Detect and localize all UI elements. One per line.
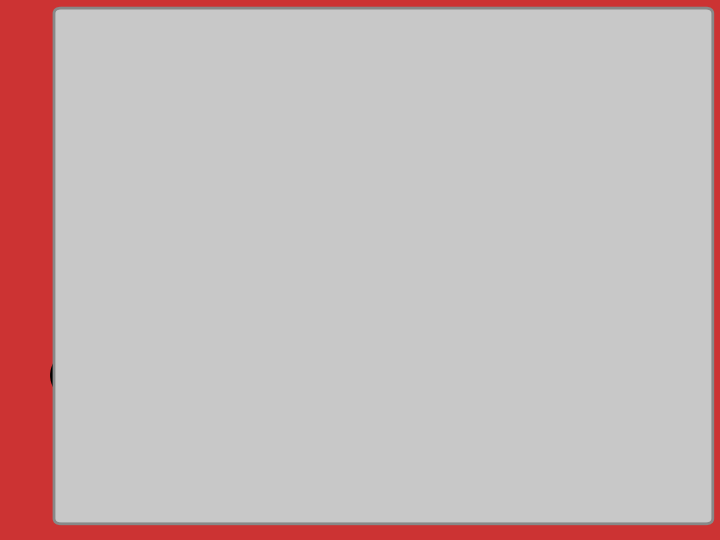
Text: •: •	[119, 108, 135, 136]
Text: •: •	[119, 267, 135, 295]
Text: aa200: aa200	[626, 474, 677, 492]
FancyBboxPatch shape	[66, 442, 121, 482]
Text: primary structure: primary structure	[293, 159, 521, 181]
Text: bonded: bonded	[386, 267, 480, 287]
Text: aa2: aa2	[78, 366, 109, 384]
Circle shape	[52, 344, 135, 407]
Polygon shape	[408, 347, 477, 373]
Polygon shape	[607, 444, 696, 522]
Text: synthesis is a: synthesis is a	[155, 159, 356, 179]
Polygon shape	[161, 328, 264, 397]
Polygon shape	[304, 342, 380, 415]
Text: together by peptide bonds: together by peptide bonds	[155, 319, 489, 339]
Text: A: A	[155, 267, 181, 287]
Text: The end products of protein: The end products of protein	[155, 108, 516, 128]
Text: aa199: aa199	[569, 399, 619, 417]
Text: aa1: aa1	[77, 453, 110, 471]
Text: aa3: aa3	[197, 369, 228, 387]
Text: End Product –The Protein!: End Product –The Protein!	[96, 27, 667, 65]
Text: aa5: aa5	[429, 342, 456, 357]
Text: sequence of amino acid: sequence of amino acid	[174, 267, 468, 289]
Polygon shape	[546, 372, 642, 444]
Text: of a protein: of a protein	[155, 211, 315, 231]
Text: aa4: aa4	[327, 369, 357, 387]
Text: copyright cmassengale: copyright cmassengale	[289, 491, 431, 501]
